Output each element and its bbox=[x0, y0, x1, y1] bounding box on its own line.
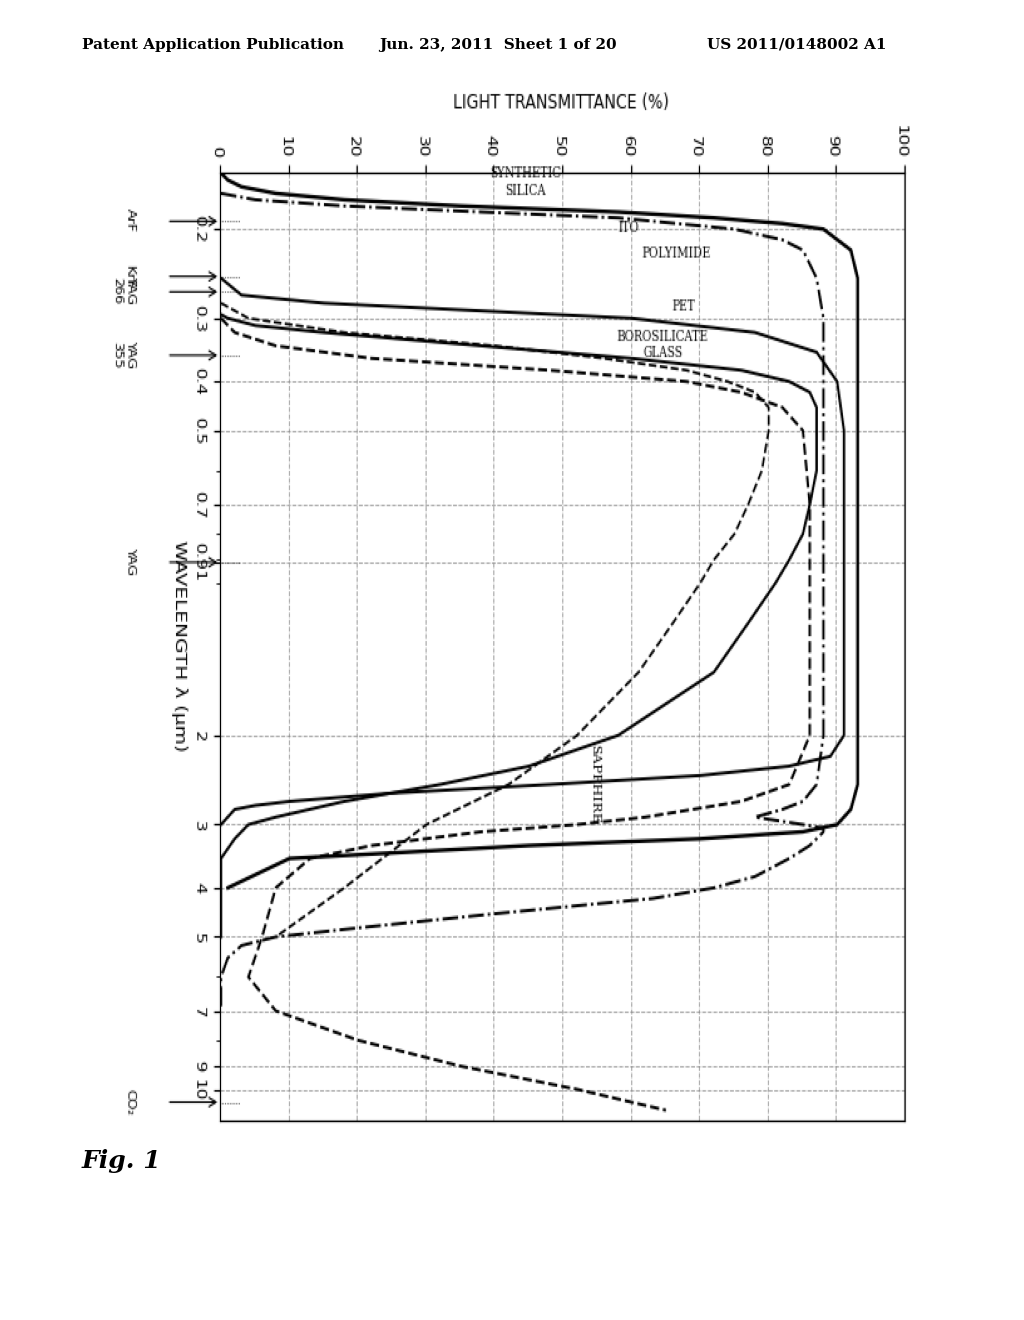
Text: US 2011/0148002 A1: US 2011/0148002 A1 bbox=[707, 38, 886, 51]
Text: Patent Application Publication: Patent Application Publication bbox=[82, 38, 344, 51]
Text: Fig. 1: Fig. 1 bbox=[82, 1150, 162, 1173]
Text: Jun. 23, 2011  Sheet 1 of 20: Jun. 23, 2011 Sheet 1 of 20 bbox=[379, 38, 616, 51]
